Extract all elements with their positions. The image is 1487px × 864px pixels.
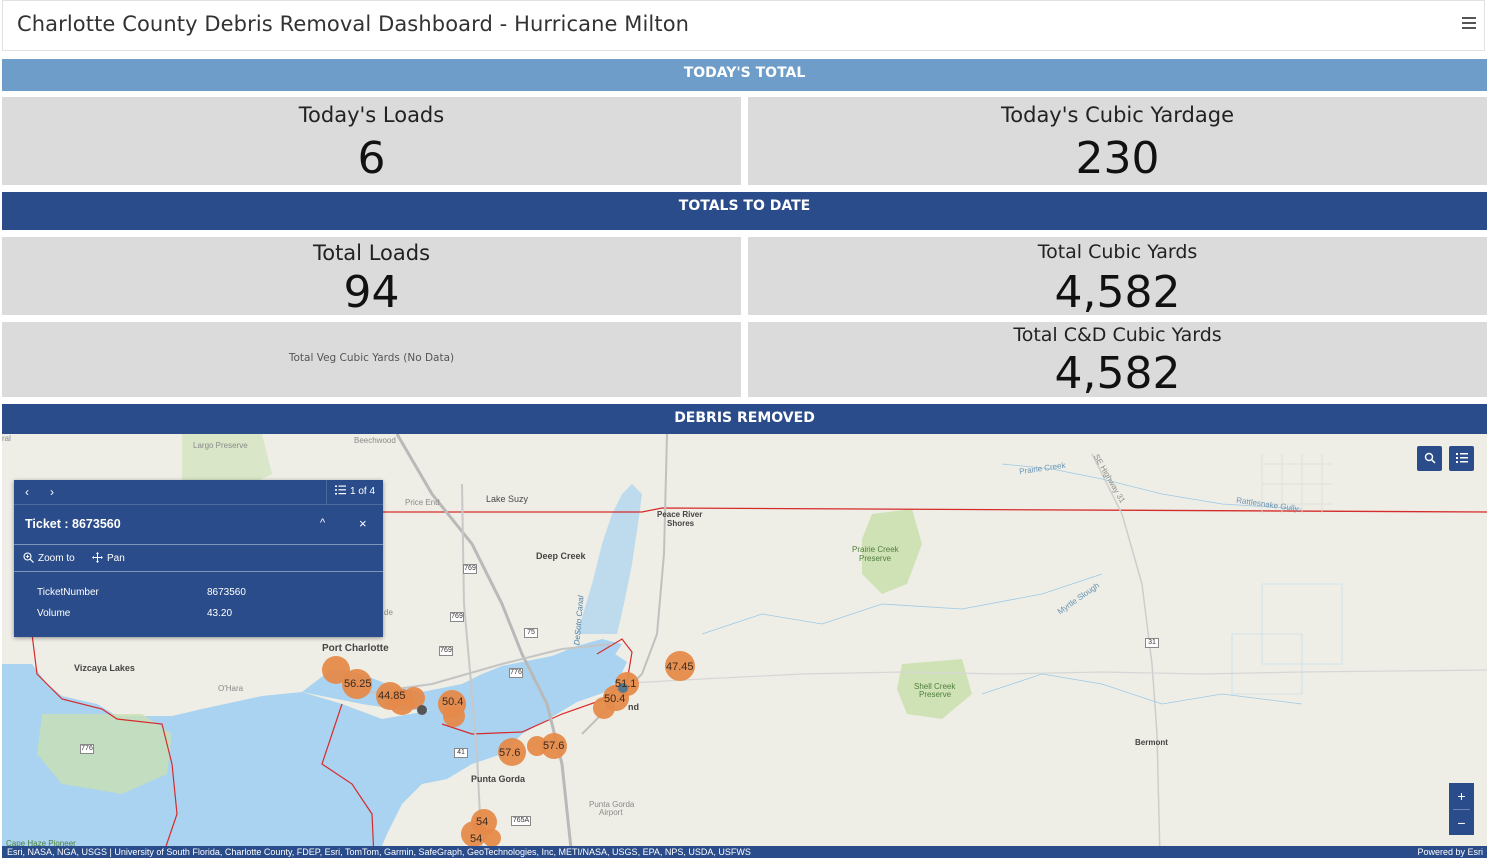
route-shield: 765A [511, 816, 531, 826]
list-icon [1455, 453, 1468, 463]
map-place-label: Punta Gorda [471, 774, 526, 784]
map-place-label: Cape Haze Pioneer [6, 839, 76, 848]
route-shield: 75 [524, 628, 538, 638]
app-header: Charlotte County Debris Removal Dashboar… [2, 0, 1485, 51]
map-place-label: Preserve [859, 554, 892, 563]
map-place-label: nd [628, 702, 639, 712]
route-shield: 769 [450, 612, 464, 622]
indicator-label: Total C&D Cubic Yards [1013, 324, 1222, 346]
map-place-label: O'Hara [218, 684, 244, 693]
map-place-label: Airport [599, 808, 623, 817]
cluster-label[interactable]: 56.25 [344, 678, 372, 690]
map-place-label: Lake Suzy [486, 494, 529, 504]
cluster-label[interactable]: 47.45 [666, 661, 694, 673]
route-shield: 31 [1145, 638, 1159, 648]
cluster-label[interactable]: 50.4 [604, 693, 626, 705]
map-place-label: Shores [667, 519, 695, 528]
cluster-label[interactable]: 44.85 [378, 690, 406, 702]
popup-divider [14, 571, 383, 572]
map-place-label: Shell Creek [914, 682, 956, 691]
feature-count[interactable]: 1 of 4 [326, 480, 375, 505]
popup-pagination: ‹ › 1 of 4 [14, 480, 383, 505]
map-place-label: Punta Gorda [589, 800, 635, 809]
cluster-label[interactable]: 57.6 [499, 747, 521, 759]
powered-by-esri[interactable]: Powered by Esri [1417, 847, 1483, 857]
field-value: 8673560 [207, 587, 246, 598]
cluster-label[interactable]: 54 [470, 833, 483, 845]
popup-divider [14, 544, 383, 545]
previous-feature-button[interactable]: ‹ [25, 485, 29, 499]
indicator-label: Today's Cubic Yardage [1001, 103, 1234, 127]
map-place-label: Deep Creek [536, 551, 586, 561]
pan-label: Pan [107, 553, 125, 564]
indicator-label: Total Cubic Yards [1037, 241, 1198, 263]
cluster-label[interactable]: 54 [476, 816, 489, 828]
feature-count-text: 1 of 4 [350, 486, 376, 497]
zoom-controls: + − [1449, 783, 1474, 835]
next-feature-button[interactable]: › [50, 485, 54, 499]
indicator-total-cd-cubic-yards: Total C&D Cubic Yards 4,582 [748, 322, 1487, 399]
route-shield: 769 [439, 646, 453, 656]
indicator-total-loads: Total Loads 94 [2, 237, 741, 318]
indicator-total-veg-cubic-yards: Total Veg Cubic Yards (No Data) [2, 322, 741, 397]
indicator-todays-loads: Today's Loads 6 [2, 97, 741, 185]
map-place-label: Peace River [657, 510, 703, 519]
indicator-value: 6 [357, 133, 386, 184]
map-place-label: Bermont [1135, 738, 1168, 747]
popup-title: Ticket : 8673560 [25, 517, 121, 531]
map-place-label: ral [2, 434, 11, 443]
map-legend-button[interactable] [1449, 446, 1474, 471]
zoom-to-label: Zoom to [38, 553, 75, 564]
map-place-label: de [384, 608, 393, 617]
section-header-totals: TOTALS TO DATE [2, 192, 1487, 230]
route-shield: 776 [80, 744, 94, 754]
indicator-value: 4,582 [1054, 348, 1181, 399]
pan-icon [92, 552, 103, 563]
cluster-label[interactable]: 51.1 [615, 678, 637, 690]
route-shield: 41 [454, 748, 468, 758]
indicator-value: 94 [343, 267, 400, 318]
no-data-message: Total Veg Cubic Yards (No Data) [288, 352, 455, 364]
route-shield: 776 [509, 668, 523, 678]
feature-popup: ‹ › 1 of 4 Ticket : 8673560 ^ × Zoom to … [14, 480, 383, 637]
field-value: 43.20 [207, 608, 233, 619]
section-header-debris: DEBRIS REMOVED [2, 404, 1487, 434]
cluster-label[interactable]: 57.6 [543, 740, 565, 752]
route-shield: 769 [463, 564, 477, 574]
map-place-label: Preserve [919, 690, 952, 699]
feature-list-icon [335, 485, 346, 495]
page-title: Charlotte County Debris Removal Dashboar… [17, 12, 690, 36]
map-search-button[interactable] [1417, 446, 1442, 471]
indicator-value: 230 [1075, 133, 1160, 184]
collapse-button[interactable]: ^ [320, 517, 326, 529]
indicator-value: 4,582 [1054, 267, 1181, 318]
field-name: TicketNumber [37, 587, 99, 598]
indicator-label: Today's Loads [298, 103, 445, 127]
map-attribution: Esri, NASA, NGA, USGS | University of So… [2, 846, 1487, 858]
close-button[interactable]: × [359, 516, 367, 531]
hamburger-icon[interactable] [1462, 17, 1476, 31]
map-place-label: Prairie Creek [852, 545, 899, 554]
field-name: Volume [37, 608, 71, 619]
map-basemap [2, 434, 1487, 858]
cluster-label[interactable]: 50.4 [442, 696, 464, 708]
indicator-label: Total Loads [312, 241, 431, 265]
indicator-total-cubic-yards: Total Cubic Yards 4,582 [748, 237, 1487, 318]
pan-button[interactable]: Pan [92, 552, 125, 564]
zoom-in-button[interactable]: + [1457, 788, 1466, 804]
section-header-today: TODAY'S TOTAL [2, 59, 1487, 91]
map-place-label: Beechwood [354, 436, 396, 445]
indicator-todays-cubic-yardage: Today's Cubic Yardage 230 [748, 97, 1487, 185]
zoom-to-button[interactable]: Zoom to [23, 552, 75, 564]
map-place-label: Largo Preserve [193, 441, 248, 450]
attribution-text: Esri, NASA, NGA, USGS | University of So… [7, 847, 751, 857]
search-icon [1424, 452, 1436, 464]
debris-map[interactable]: 56.25 44.85 50.4 57.6 57.6 50.4 51.1 47.… [2, 434, 1487, 858]
map-place-label: Price End [405, 498, 440, 507]
map-place-label: Vizcaya Lakes [74, 663, 135, 673]
zoom-in-icon [23, 552, 34, 563]
map-place-label: Port Charlotte [322, 643, 389, 654]
zoom-out-button[interactable]: − [1457, 815, 1466, 831]
